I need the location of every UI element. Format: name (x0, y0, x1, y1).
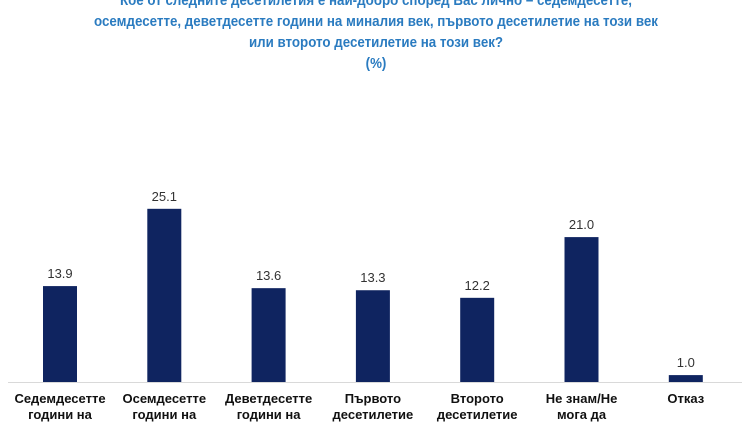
title-line: Кое от следните десетилетия е най-добро … (120, 0, 632, 9)
category-label-line: години на (132, 407, 197, 422)
category-label-line: мога да (556, 407, 607, 422)
bar (460, 297, 495, 382)
category-label-line: десетилетие (332, 407, 414, 422)
category-label-line: Деветдесетте (224, 391, 313, 406)
category-label-line: Отказ (667, 391, 705, 406)
category-label-line: десетилетие (436, 407, 518, 422)
category-label: Второто десетилетие (425, 391, 529, 423)
data-label: 1.0 (677, 355, 695, 370)
category-label: Първото десетилетие (321, 391, 425, 423)
category-label: Седемдесетте години на (8, 391, 112, 423)
category-label: Отказ (634, 391, 738, 407)
data-label: 13.6 (256, 268, 281, 283)
bar (251, 288, 286, 382)
bar (147, 208, 182, 382)
category-label: Деветдесетте години на (217, 391, 321, 423)
category-label-line: Първото (344, 391, 402, 406)
bar (564, 237, 599, 382)
bar (43, 286, 77, 382)
bar (668, 375, 703, 382)
chart-title: Кое от следните десетилетия е най-добро … (30, 0, 722, 75)
category-label-line: Осемдесетте (122, 391, 207, 406)
data-label: 13.3 (360, 270, 385, 285)
data-label: 12.2 (465, 278, 490, 293)
bar (355, 290, 390, 382)
category-label-line: Не знам/Не (545, 391, 618, 406)
data-label: 13.9 (47, 266, 72, 281)
data-label: 25.1 (152, 189, 177, 204)
title-line: или второто десетилетие на този век? (248, 35, 504, 51)
category-label-line: години на (236, 407, 301, 422)
category-label: Не знам/Не мога да (530, 391, 634, 423)
title-line: осемдесетте, деветдесетте години на мина… (94, 14, 658, 30)
title-unit: (%) (365, 56, 387, 72)
category-label: Осемдесетте години на (112, 391, 216, 423)
category-label-line: Второто (450, 391, 504, 406)
data-label: 21.0 (569, 217, 594, 232)
category-label-line: години на (28, 407, 92, 422)
category-label-line: Седемдесетте (14, 391, 106, 406)
